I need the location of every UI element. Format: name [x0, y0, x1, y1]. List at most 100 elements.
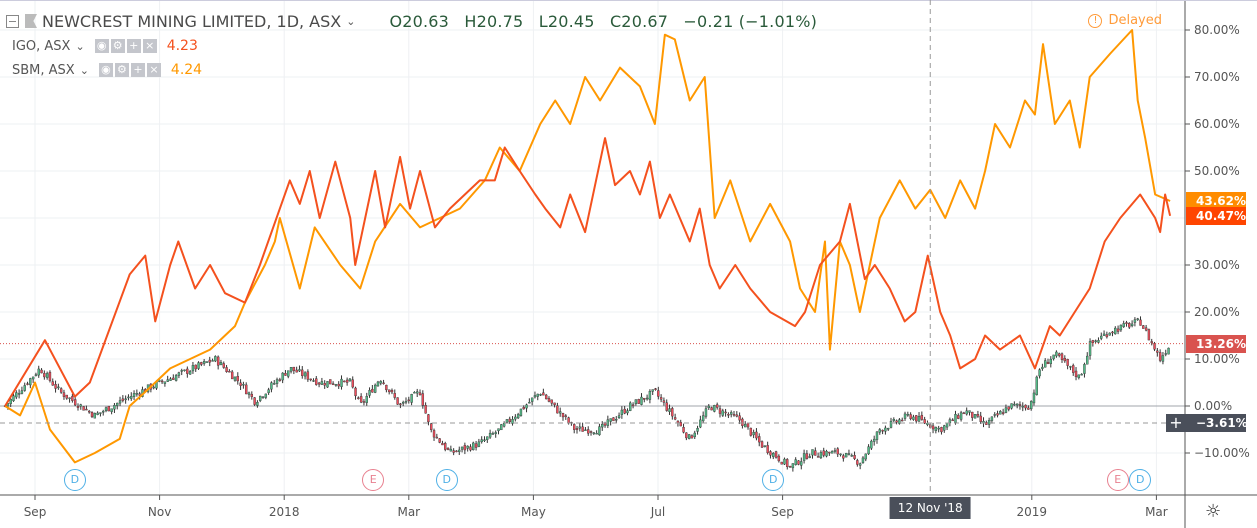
candle [444, 441, 447, 452]
earnings-marker[interactable]: E [362, 469, 385, 491]
compare-symbol-label[interactable]: SBM, ASX [12, 62, 75, 78]
candle-body [1046, 361, 1050, 365]
candle-body [760, 441, 764, 448]
x-axis-label: 2018 [268, 505, 300, 519]
x-axis-label: Jul [650, 505, 666, 519]
candle-body [516, 414, 520, 419]
candle [940, 426, 943, 435]
candle-body [413, 392, 416, 394]
candle-body [51, 381, 54, 386]
candle-body [407, 399, 410, 402]
candle-body [1063, 358, 1067, 362]
candle [828, 451, 831, 456]
series-line-igo [4, 137, 1172, 407]
candle-body [870, 440, 873, 449]
candle [544, 393, 548, 400]
low-value: L20.45 [538, 11, 595, 31]
candle [805, 450, 809, 460]
candle [886, 427, 890, 431]
candle-body [1066, 359, 1069, 366]
candle [65, 394, 68, 400]
candle-body [446, 447, 450, 450]
candle [715, 402, 719, 410]
candle-body [617, 415, 621, 419]
candle [673, 413, 677, 421]
candle [1147, 328, 1151, 341]
candle-body [160, 380, 164, 383]
candle [1035, 375, 1038, 396]
close-icon[interactable]: × [142, 39, 157, 53]
candle [1167, 347, 1170, 355]
candle [31, 376, 35, 383]
candle-body [9, 399, 12, 404]
candle-body [449, 448, 453, 452]
add-plus-button[interactable]: + [1166, 414, 1186, 432]
candle-body [432, 430, 436, 438]
dividend-marker[interactable]: D [1129, 469, 1152, 491]
candle-body [12, 395, 15, 402]
candle-body [242, 383, 245, 386]
candle [769, 450, 772, 459]
candle [870, 439, 873, 451]
dividend-marker[interactable]: D [63, 469, 86, 491]
candle [786, 458, 789, 470]
gear-icon[interactable]: ⚙ [110, 39, 125, 53]
candle [850, 453, 853, 457]
candle [558, 407, 562, 417]
candle [957, 413, 960, 420]
candle-body [976, 414, 980, 417]
y-axis-label: −10.00% [1194, 446, 1250, 460]
plus-icon[interactable]: + [126, 39, 141, 53]
candle-body [752, 432, 755, 436]
candle-body [690, 435, 694, 439]
dividend-marker[interactable]: D [435, 469, 458, 491]
y-axis-label: 50.00% [1194, 164, 1240, 178]
candle [687, 434, 691, 440]
candle [132, 390, 136, 401]
candle [368, 387, 371, 398]
close-icon[interactable]: × [146, 63, 161, 77]
candle [979, 411, 982, 424]
plus-icon[interactable]: + [130, 63, 145, 77]
candle [996, 410, 999, 418]
flag-icon[interactable] [25, 14, 37, 28]
chevron-down-icon[interactable]: ⌄ [79, 63, 89, 77]
candle [749, 427, 753, 437]
candle-body [312, 380, 315, 382]
candle [788, 465, 792, 468]
visibility-icon[interactable]: ◉ [98, 63, 113, 77]
candle [730, 410, 733, 418]
candle-body [295, 369, 298, 373]
main-symbol-label[interactable]: NEWCREST MINING LIMITED, 1D, ASX [42, 11, 342, 31]
delayed-badge[interactable]: ! Delayed [1088, 13, 1162, 28]
x-axis-label: Nov [147, 505, 172, 519]
compare-symbol-label[interactable]: IGO, ASX [12, 38, 71, 54]
candle [309, 378, 312, 382]
candle-body [1001, 412, 1005, 414]
candle-body [474, 443, 478, 448]
chevron-down-icon[interactable]: ⌄ [75, 39, 85, 53]
candle-body [522, 407, 525, 410]
gear-icon[interactable]: ⚙ [114, 63, 129, 77]
collapse-legend-icon[interactable] [6, 14, 19, 28]
candle [197, 361, 200, 370]
chevron-down-icon[interactable]: ⌄ [346, 14, 356, 28]
candle-body [959, 412, 963, 420]
candle-body [104, 407, 108, 411]
candle-body [808, 456, 811, 458]
candle-body [575, 428, 579, 430]
x-axis-label: Sep [23, 505, 47, 519]
earnings-marker[interactable]: E [1106, 469, 1129, 491]
gear-icon[interactable]: ☼ [1205, 501, 1222, 522]
candle [172, 374, 175, 380]
candle-body [973, 413, 977, 419]
candle-body [931, 425, 935, 430]
dividend-marker[interactable]: D [762, 469, 785, 491]
candle-body [1007, 406, 1010, 410]
candle-body [1102, 333, 1106, 336]
candle-body [727, 414, 730, 416]
candle-body [612, 417, 615, 422]
visibility-icon[interactable]: ◉ [94, 39, 109, 53]
candle [903, 411, 907, 421]
